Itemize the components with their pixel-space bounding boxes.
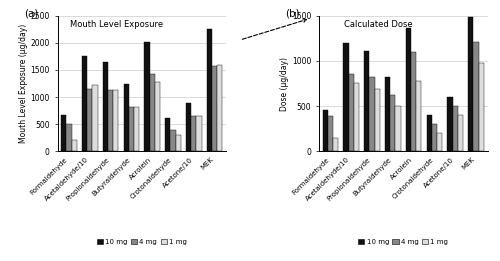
Bar <box>452 106 458 151</box>
Bar <box>218 64 222 151</box>
Bar <box>474 42 478 151</box>
Bar <box>144 42 150 151</box>
Bar <box>396 106 400 151</box>
Bar <box>155 82 160 151</box>
Bar <box>468 16 473 151</box>
Bar <box>108 90 113 151</box>
Bar <box>348 74 354 151</box>
Y-axis label: Mouth Level Exposure (μg/day): Mouth Level Exposure (μg/day) <box>18 24 28 143</box>
Bar <box>322 110 328 151</box>
Bar <box>426 115 432 151</box>
Bar <box>192 116 196 151</box>
Bar <box>437 133 442 151</box>
Bar <box>411 52 416 151</box>
Bar <box>416 81 422 151</box>
Bar <box>150 74 155 151</box>
Bar <box>82 56 87 151</box>
Bar <box>390 95 396 151</box>
Text: Calculated Dose: Calculated Dose <box>344 20 412 29</box>
Bar <box>478 63 484 151</box>
Bar <box>406 28 411 151</box>
Bar <box>207 29 212 151</box>
Bar <box>72 140 77 151</box>
Bar <box>344 43 348 151</box>
Bar <box>129 108 134 151</box>
Bar <box>103 62 108 151</box>
Text: Mouth Level Exposure: Mouth Level Exposure <box>70 20 163 29</box>
Bar <box>165 118 170 151</box>
Bar <box>113 90 118 151</box>
Bar <box>186 103 192 151</box>
Bar <box>124 84 129 151</box>
Bar <box>374 89 380 151</box>
Text: (a): (a) <box>24 9 38 19</box>
Bar <box>354 83 359 151</box>
Bar <box>212 66 218 151</box>
Text: (b): (b) <box>285 9 300 19</box>
Bar <box>92 85 98 151</box>
Legend: 10 mg, 4 mg, 1 mg: 10 mg, 4 mg, 1 mg <box>94 236 190 248</box>
Bar <box>170 130 175 151</box>
Bar <box>364 51 370 151</box>
Legend: 10 mg, 4 mg, 1 mg: 10 mg, 4 mg, 1 mg <box>356 236 451 248</box>
Bar <box>458 115 463 151</box>
Bar <box>176 135 181 151</box>
Bar <box>61 115 66 151</box>
Bar <box>432 124 437 151</box>
Bar <box>87 89 92 151</box>
Bar <box>370 77 374 151</box>
Bar <box>66 124 71 151</box>
Bar <box>328 116 333 151</box>
Y-axis label: Dose (μg/day): Dose (μg/day) <box>280 57 289 110</box>
Bar <box>385 77 390 151</box>
Bar <box>333 138 338 151</box>
Bar <box>448 97 452 151</box>
Bar <box>134 107 139 151</box>
Bar <box>196 116 202 151</box>
